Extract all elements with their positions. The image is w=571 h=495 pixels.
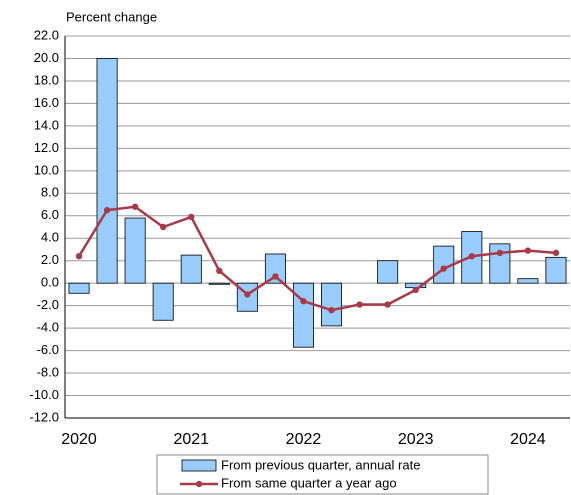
bar xyxy=(124,217,146,284)
y-tick-label: -2.0 xyxy=(37,297,59,312)
line-point xyxy=(272,273,279,280)
x-tick-label: 2020 xyxy=(61,431,97,448)
line-point xyxy=(468,253,476,260)
legend-label: From same quarter a year ago xyxy=(221,475,397,490)
x-tick-label: 2021 xyxy=(173,431,209,448)
line-point xyxy=(384,301,391,308)
bar xyxy=(377,260,399,284)
x-tick-label: 2023 xyxy=(398,431,434,448)
y-tick-label: 10.0 xyxy=(34,162,59,177)
y-tick-label: 14.0 xyxy=(34,117,59,132)
y-tick-label: 4.0 xyxy=(41,230,59,245)
bar xyxy=(96,58,118,284)
bar xyxy=(180,254,202,284)
line-point xyxy=(103,206,111,214)
y-tick-label: -6.0 xyxy=(37,342,59,357)
y-tick-label: 22.0 xyxy=(34,27,59,42)
line-point xyxy=(328,306,335,314)
line-point xyxy=(244,291,251,298)
bar xyxy=(321,282,343,327)
y-tick-label: 2.0 xyxy=(41,252,59,267)
y-tick-label: 8.0 xyxy=(41,185,59,200)
bar xyxy=(152,282,174,321)
y-tick-label: -8.0 xyxy=(37,364,59,379)
line-point xyxy=(216,267,223,275)
y-tick-label: 12.0 xyxy=(34,140,59,155)
y-axis-label: Percent change xyxy=(66,9,157,24)
line-point xyxy=(552,249,560,257)
x-tick-label: 2024 xyxy=(510,431,546,448)
line-point xyxy=(440,265,447,272)
line-point xyxy=(412,286,419,294)
y-tick-label: 20.0 xyxy=(34,50,59,65)
legend-marker xyxy=(195,480,203,488)
legend-label: From previous quarter, annual rate xyxy=(221,457,420,472)
y-tick-label: -4.0 xyxy=(37,320,59,335)
bar xyxy=(517,278,539,284)
line-point xyxy=(159,223,167,231)
bar xyxy=(264,253,286,284)
line-point xyxy=(131,203,139,210)
bar xyxy=(292,282,314,348)
line xyxy=(77,205,557,312)
bar xyxy=(208,282,230,285)
x-tick-label: 2022 xyxy=(286,431,322,448)
line-point xyxy=(300,297,307,305)
legend-swatch xyxy=(181,459,217,472)
y-tick-label: 0.0 xyxy=(41,275,59,290)
bar xyxy=(545,256,567,284)
line-point xyxy=(75,253,83,260)
line-point xyxy=(188,213,195,221)
line-point xyxy=(356,301,363,308)
y-tick-label: -12.0 xyxy=(29,409,59,424)
bar xyxy=(68,282,90,294)
line-point xyxy=(496,249,504,257)
y-tick-label: 16.0 xyxy=(34,95,59,110)
y-tick-label: 6.0 xyxy=(41,207,59,222)
y-tick-label: 18.0 xyxy=(34,72,59,87)
line-point xyxy=(524,247,532,254)
y-tick-label: -10.0 xyxy=(29,387,59,402)
